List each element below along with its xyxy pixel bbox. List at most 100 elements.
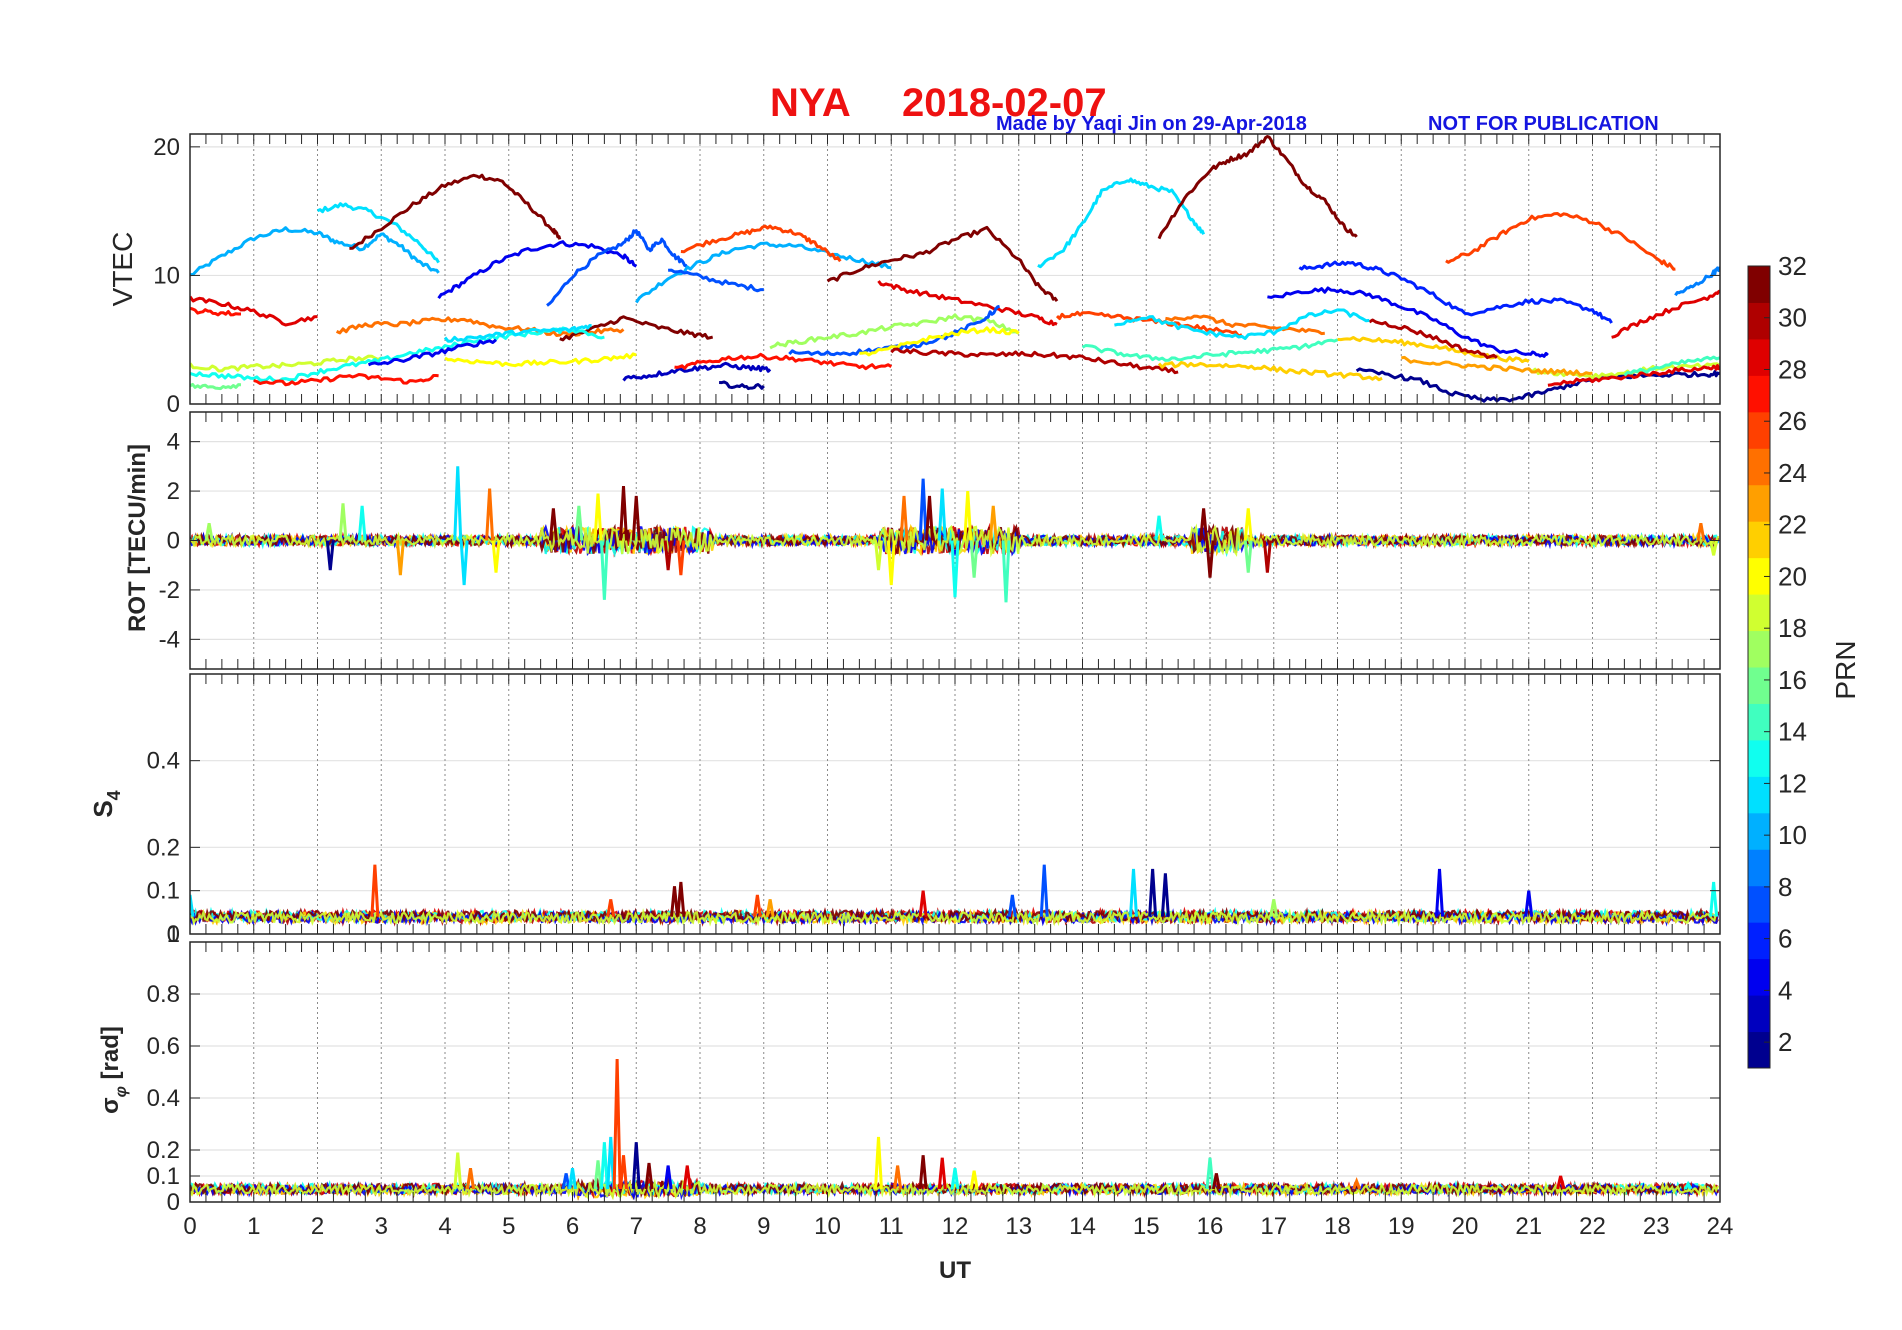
spike-prn-25 [370,864,380,917]
colorbar-tick-label: 14 [1778,717,1807,747]
spike-prn-30 [1262,540,1272,573]
spike-prn-14 [1001,540,1011,603]
vtec-series-prn-28 [1611,289,1720,339]
colorbar-tick-label: 18 [1778,613,1807,643]
spike-prn-17 [204,522,214,541]
vtec-series-prn-7 [668,268,764,293]
spike-prn-31 [548,508,558,541]
spike-prn-2 [631,1142,641,1190]
notice-text: NOT FOR PUBLICATION [1428,113,1659,135]
vtec-series-prn-12 [1037,177,1206,269]
x-tick-label: 21 [1515,1213,1542,1240]
spike-prn-31 [644,1162,654,1190]
x-tick-label: 3 [375,1213,388,1240]
colorbar-tick-label: 2 [1778,1027,1792,1057]
svg-text:σφ [rad]: σφ [rad] [97,1026,130,1114]
spike-prn-26 [676,540,686,576]
spike-prn-24 [899,495,909,541]
spike-prn-13 [950,1167,960,1190]
x-tick-label: 6 [566,1213,579,1240]
vtec-series-prn-17 [769,313,1020,350]
vtec-series-prn-16 [190,382,242,391]
spike-prn-20 [1243,508,1253,541]
vtec-series-prn-8 [546,229,689,307]
spike-prn-28 [918,890,928,917]
x-tick-label: 20 [1452,1213,1479,1240]
vtec-series-prn-28 [1547,364,1720,387]
chart-title-date: 2018-02-07 [902,81,1107,125]
spike-prn-16 [593,1160,603,1190]
vtec-series-prn-14 [1623,355,1720,377]
noise-trace [190,908,1719,927]
y-tick-label: 0.4 [147,748,180,775]
spike-prn-12 [937,488,947,541]
vtec-series-prn-30 [890,347,1179,375]
vtec-series-prn-27 [190,306,241,317]
spike-prn-31 [925,495,934,541]
colorbar-tick-label: 16 [1778,665,1807,695]
vtec-series-prn-27 [253,373,439,387]
x-tick-label: 2 [311,1213,324,1240]
vtec-series-prn-28 [877,280,1058,327]
y-tick-label: 0.8 [147,981,180,1008]
colorbar-swatch [1748,812,1770,850]
colorbar-swatch [1748,958,1770,996]
spike-prn-8 [1007,894,1017,917]
colorbar-swatch [1748,703,1770,741]
credit-text: Made by Yaqi Jin on 29-Apr-2018 [996,113,1307,135]
x-axis-label: UT [939,1257,971,1284]
vtec-series-prn-12 [316,202,440,264]
colorbar-swatch [1748,557,1770,595]
spike-prn-2 [325,540,335,571]
colorbar-tick-label: 30 [1778,303,1807,333]
colorbar-tick-label: 6 [1778,924,1792,954]
spike-prn-12 [568,1167,577,1190]
colorbar-swatch [1748,995,1770,1033]
colorbar-tick-label: 12 [1778,768,1807,798]
y-tick-label: 0.6 [147,1033,180,1060]
colorbar-swatch [1748,594,1770,632]
spike-prn-24 [466,1167,475,1190]
x-tick-label: 0 [183,1213,196,1240]
colorbar-swatch [1748,484,1770,522]
spike-prn-31 [670,886,679,917]
y-tick-label: 0.2 [147,1137,180,1164]
colorbar-swatch [1748,411,1770,449]
spike-prn-16 [574,505,584,541]
vtec-panel: 0 10 20 [153,133,1721,418]
colorbar-swatch [1748,922,1770,960]
spike-prn-8 [561,1173,571,1190]
spike-prn-12 [190,894,195,917]
noise-trace [190,523,1720,558]
spike-prn-2 [1148,868,1158,917]
s4-ylabel: S4 [88,790,124,817]
spike-prn-24 [1696,522,1706,541]
spike-prn-16 [1243,540,1253,573]
vtec-series-prn-29 [190,295,318,327]
colorbar-tick-label: 4 [1778,975,1792,1005]
x-tick-label: 23 [1643,1213,1670,1240]
spike-prn-19 [874,540,883,571]
y-tick-label: 10 [153,262,180,289]
colorbar-swatch [1748,885,1770,923]
y-tick-label: 0 [167,528,180,555]
vtec-series-prn-27 [674,352,893,371]
x-tick-label: 14 [1069,1213,1096,1240]
spike-prn-4 [1524,890,1534,917]
vtec-series-prn-4 [1267,286,1549,358]
y-tick-label: -4 [159,626,180,653]
spike-prn-13 [1154,515,1164,541]
rot-panel: -4 -2 0 2 4 [159,411,1721,670]
vtec-series-prn-31 [826,225,1059,302]
spike-prn-23 [765,899,775,917]
colorbar-swatch [1748,375,1770,413]
colorbar-tick-label: 24 [1778,458,1807,488]
spike-prn-31 [676,881,686,917]
spike-prn-17 [338,503,348,541]
colorbar-swatch [1748,1031,1770,1069]
colorbar-swatch [1748,266,1770,303]
spike-prn-25 [606,899,616,917]
vtec-series-prn-10 [635,241,892,304]
vtec-series-prn-2 [719,380,765,391]
spike-prn-8 [1039,864,1049,917]
